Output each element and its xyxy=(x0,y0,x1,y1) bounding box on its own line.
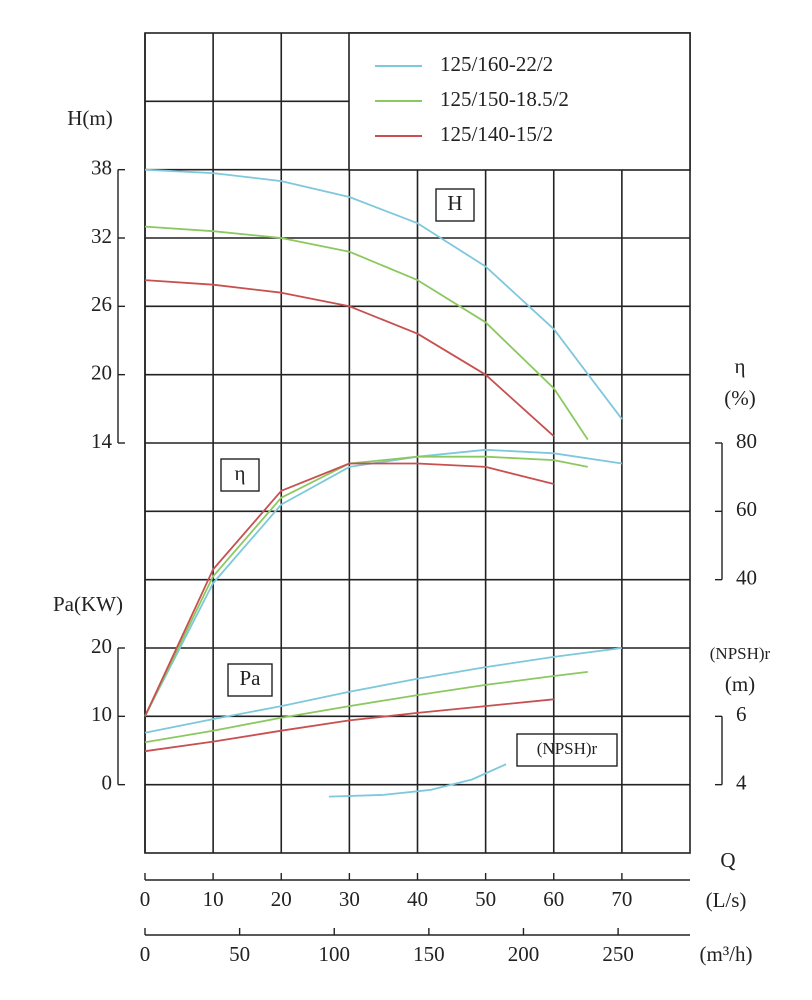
curve-label-box xyxy=(435,188,475,222)
y-tick-label: 0 xyxy=(102,770,113,794)
y-tick-label: 6 xyxy=(736,702,747,726)
curve-eta xyxy=(144,448,623,717)
curve-h xyxy=(144,279,555,437)
legend-label: 125/140-15/2 xyxy=(440,122,553,146)
x-tick-label: 200 xyxy=(508,942,540,966)
y-tick-label: 26 xyxy=(91,292,112,316)
x-tick-label: 30 xyxy=(339,887,360,911)
y-tick-label: 10 xyxy=(91,702,112,726)
y-tick-label: 60 xyxy=(736,497,757,521)
axis-title: H(m) xyxy=(67,106,113,130)
legend-label: 125/160-22/2 xyxy=(440,52,553,76)
axis-title: (NPSH)r xyxy=(710,644,771,663)
y-tick-label: 80 xyxy=(736,429,757,453)
curve-label: Pa xyxy=(240,666,262,690)
curve-eta xyxy=(144,462,555,717)
axis-unit: (m³/h) xyxy=(700,942,753,966)
y-tick-label: 38 xyxy=(91,155,112,179)
x-tick-label: 50 xyxy=(475,887,496,911)
axis-title: Pa(KW) xyxy=(53,592,123,616)
curve-npsh xyxy=(328,763,507,798)
axis-unit: (L/s) xyxy=(706,888,747,912)
curve-pa xyxy=(144,671,588,744)
legend-label: 125/150-18.5/2 xyxy=(440,87,569,111)
x-tick-label: 0 xyxy=(140,887,151,911)
x-tick-label: 70 xyxy=(611,887,632,911)
axis-unit: (m) xyxy=(725,672,755,696)
axis-unit: (%) xyxy=(724,386,755,410)
x-tick-label: 60 xyxy=(543,887,564,911)
y-tick-label: 14 xyxy=(91,429,113,453)
x-tick-label: 10 xyxy=(203,887,224,911)
x-tick-label: 40 xyxy=(407,887,428,911)
y-tick-label: 32 xyxy=(91,224,112,248)
x-tick-label: 250 xyxy=(602,942,634,966)
curve-label: (NPSH)r xyxy=(537,739,598,758)
x-tick-label: 50 xyxy=(229,942,250,966)
x-tick-label: 150 xyxy=(413,942,445,966)
x-tick-label: 20 xyxy=(271,887,292,911)
axis-title: Q xyxy=(720,848,735,872)
curve-eta xyxy=(144,455,588,717)
curve-label: η xyxy=(235,461,246,485)
y-tick-label: 20 xyxy=(91,634,112,658)
curve-label-box xyxy=(220,458,260,492)
y-tick-label: 20 xyxy=(91,360,112,384)
curve-label-box xyxy=(227,663,273,697)
x-tick-label: 0 xyxy=(140,942,151,966)
y-tick-label: 40 xyxy=(736,565,757,589)
axis-title: η xyxy=(735,354,746,378)
curve-pa xyxy=(144,698,554,753)
curve-label-box xyxy=(516,733,618,767)
curve-label: H xyxy=(447,191,462,215)
curve-h xyxy=(144,225,589,441)
curve-h xyxy=(144,168,623,420)
x-tick-label: 100 xyxy=(318,942,350,966)
y-tick-label: 4 xyxy=(736,770,747,794)
curve-pa xyxy=(144,647,623,734)
